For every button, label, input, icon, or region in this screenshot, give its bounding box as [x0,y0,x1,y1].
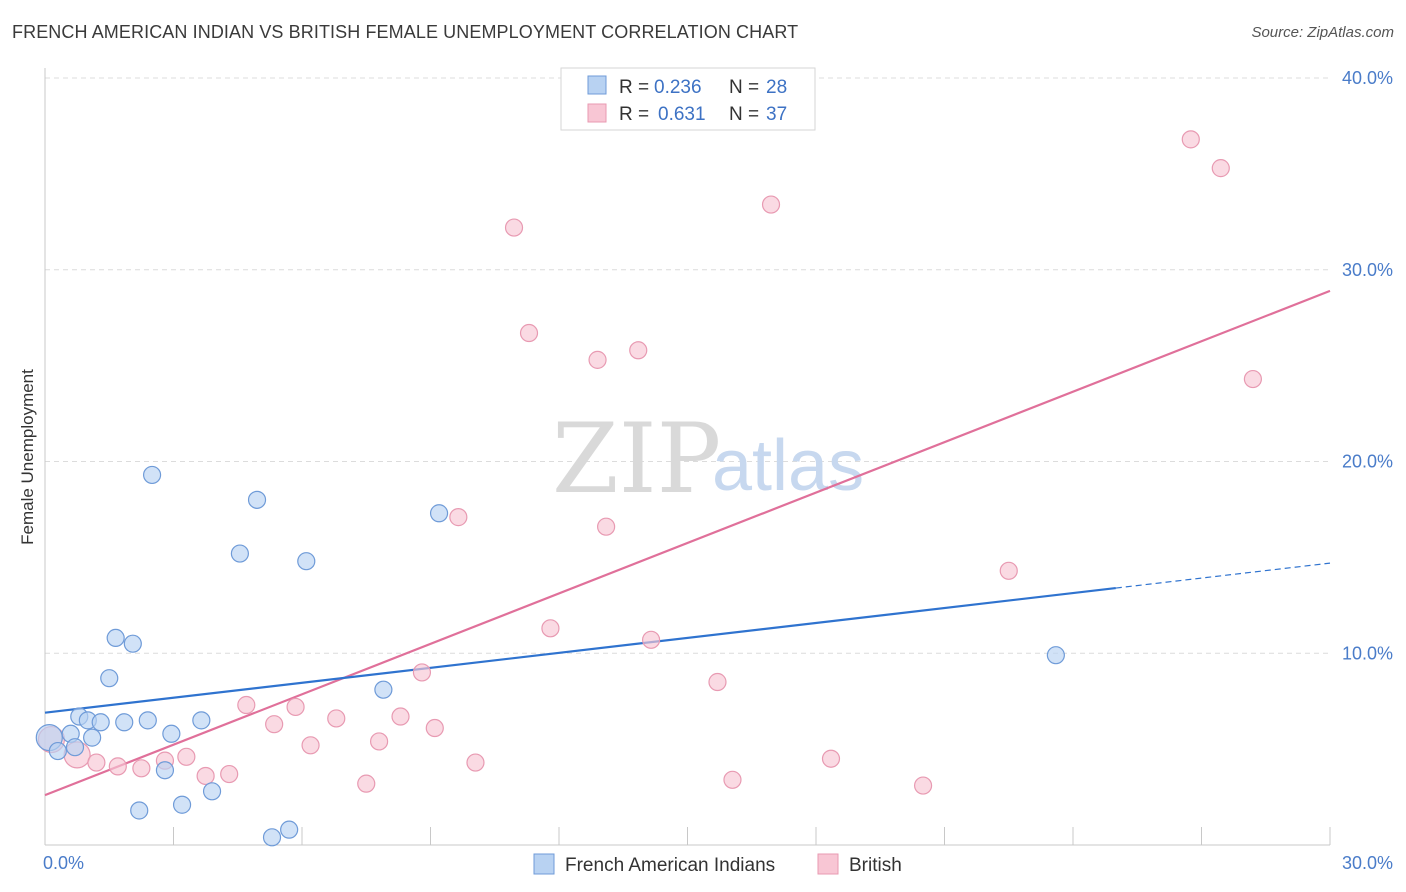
point-british [519,323,539,343]
point-british [999,561,1018,580]
point-british [723,770,742,789]
point-british [370,732,389,751]
legend-n-label: N = [729,104,759,125]
point-british [588,350,607,369]
legend-swatch-blue [587,75,607,95]
point-french-american-indians [83,728,102,747]
trend-line-extension [1115,562,1331,589]
point-french-american-indians [297,552,316,571]
legend-n-value: 28 [766,77,787,98]
legend-r-value: 0.236 [654,77,702,98]
series-legend: French American Indians British [533,853,902,876]
point-british [286,697,305,717]
point-british [1211,159,1230,178]
legend-n-value: 37 [766,104,787,125]
point-french-american-indians [247,490,267,509]
point-british [708,672,727,692]
point-french-american-indians [429,504,449,523]
legend-r-value: 0.631 [658,104,706,125]
y-tick-label: 30.0% [1342,260,1393,280]
point-british [132,759,151,778]
point-french-american-indians [65,738,85,757]
point-french-american-indians [106,628,125,648]
data-points [35,130,1263,847]
point-british [1243,369,1263,389]
point-british [412,663,432,682]
watermark-zip: ZIP [552,403,721,515]
point-french-american-indians [91,713,110,732]
axes [44,68,1331,846]
point-british [327,709,346,728]
point-british [541,619,560,638]
point-british [237,695,256,715]
point-british [504,218,524,237]
point-british [761,195,781,214]
point-british [629,341,648,360]
point-british [220,764,239,784]
series-swatch-pink [817,853,839,875]
point-british [108,757,127,776]
source-credit: Source: ZipAtlas.com [1251,24,1394,41]
point-french-american-indians [142,465,162,485]
y-tick-labels: 10.0% 20.0% 30.0% 40.0% [1342,68,1393,663]
point-british [301,736,320,755]
point-french-american-indians [280,820,299,839]
correlation-legend: R = 0.236 N = 28 R = 0.631 N = 37 [560,67,816,131]
y-tick-label: 20.0% [1342,452,1393,472]
point-french-american-indians [48,741,67,761]
point-french-american-indians [115,713,134,732]
trend-line-french-american-indians [44,586,1116,714]
point-french-american-indians [202,782,222,801]
point-british [391,707,410,726]
legend-swatch-pink [587,103,607,123]
series-label-british: British [849,855,902,876]
trend-line-british [44,289,1331,797]
point-french-american-indians [130,801,149,820]
series-label-french-american-indians: French American Indians [565,855,775,876]
x-tick-labels: 0.0% 30.0% [43,853,1393,873]
point-british [177,747,196,766]
x-tick-label: 0.0% [43,853,84,873]
legend-r-label: R = [619,77,649,98]
x-tick-label: 30.0% [1342,853,1393,873]
point-french-american-indians [262,828,282,847]
point-french-american-indians [192,711,211,730]
point-british [466,753,485,772]
point-british [265,715,284,734]
point-french-american-indians [162,724,181,743]
point-french-american-indians [230,544,249,563]
watermark: ZIP atlas [552,403,864,515]
point-british [1181,130,1200,149]
chart-title: FRENCH AMERICAN INDIAN VS BRITISH FEMALE… [12,22,799,42]
point-french-american-indians [138,711,157,730]
point-french-american-indians [155,761,175,780]
point-french-american-indians [100,669,119,688]
point-french-american-indians [374,680,393,699]
series-swatch-blue [533,853,555,875]
point-french-american-indians [123,634,142,653]
trend-lines [44,289,1331,797]
point-french-american-indians [1046,646,1065,665]
point-british [821,749,841,768]
point-british [196,766,215,786]
point-british [913,776,933,795]
y-tick-label: 40.0% [1342,68,1393,88]
y-axis-label: Female Unemployment [18,369,37,545]
watermark-atlas: atlas [712,426,864,506]
point-british [449,508,468,527]
point-british [597,517,616,536]
point-british [357,774,376,793]
y-tick-label: 10.0% [1342,643,1393,663]
legend-n-label: N = [729,77,759,98]
point-british [641,630,661,649]
legend-r-label: R = [619,104,649,125]
point-french-american-indians [172,795,192,814]
point-british [87,753,106,772]
point-british [425,718,444,738]
